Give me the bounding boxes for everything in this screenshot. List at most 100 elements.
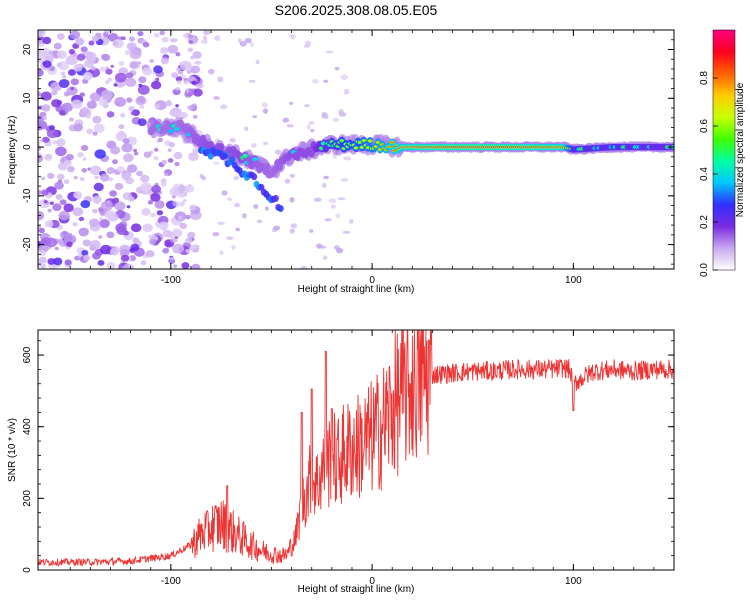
spectrogram-x-tick-label: -100 <box>161 275 181 286</box>
ridge-hotspot <box>242 153 249 158</box>
noise-speckle <box>59 110 66 116</box>
noise-speckle <box>94 175 100 180</box>
noise-speckle <box>190 65 201 74</box>
noise-speckle <box>73 191 83 199</box>
noise-speckle <box>161 36 169 43</box>
colorbar-tick-label: 0.8 <box>699 71 710 85</box>
noise-speckle <box>177 215 183 221</box>
noise-speckle <box>167 44 179 54</box>
noise-speckle <box>133 148 138 153</box>
noise-speckle <box>89 92 101 102</box>
noise-speckle <box>106 262 116 269</box>
ridge-peak <box>339 139 345 142</box>
noise-speckle <box>62 75 67 79</box>
noise-speckle <box>70 99 83 110</box>
noise-speckle <box>192 114 198 119</box>
noise-speckle <box>180 111 188 119</box>
secondary-track <box>272 194 279 202</box>
noise-speckle <box>342 230 351 235</box>
noise-speckle <box>122 192 132 201</box>
noise-speckle <box>175 76 183 82</box>
snr-x-tick-label: 0 <box>369 576 375 587</box>
noise-speckle <box>38 146 42 151</box>
noise-speckle <box>72 207 84 217</box>
noise-speckle <box>219 250 224 255</box>
noise-speckle <box>127 164 138 173</box>
ridge-peak <box>353 147 359 149</box>
noise-speckle <box>113 83 118 87</box>
noise-speckle <box>116 226 128 236</box>
noise-speckle <box>66 241 73 248</box>
noise-speckle <box>186 70 192 74</box>
noise-speckle <box>55 146 67 157</box>
noise-speckle <box>67 165 75 173</box>
noise-speckle <box>121 172 131 181</box>
noise-speckle <box>92 35 100 42</box>
noise-speckle <box>262 141 269 146</box>
noise-speckle <box>176 192 185 199</box>
noise-speckle <box>38 154 44 163</box>
noise-speckle <box>318 245 327 249</box>
noise-speckle <box>60 230 70 239</box>
noise-speckle <box>116 166 125 173</box>
noise-speckle <box>69 30 81 39</box>
secondary-track <box>277 205 284 213</box>
noise-speckle <box>89 218 100 228</box>
noise-speckle <box>221 190 228 196</box>
noise-speckle <box>348 218 354 224</box>
noise-speckle <box>156 210 164 216</box>
noise-speckle <box>56 173 65 181</box>
secondary-track <box>229 156 236 164</box>
noise-speckle <box>82 239 91 247</box>
noise-speckle <box>38 40 44 45</box>
noise-speckle <box>185 249 191 253</box>
noise-speckle <box>189 244 200 253</box>
spectrogram-y-tick-label: -20 <box>22 237 33 252</box>
noise-speckle <box>137 95 146 103</box>
noise-speckle <box>109 190 117 197</box>
noise-speckle <box>153 32 160 38</box>
noise-speckle <box>173 151 183 160</box>
noise-speckle <box>120 254 130 262</box>
noise-speckle <box>162 247 170 254</box>
noise-speckle <box>174 161 180 167</box>
noise-speckle <box>323 79 329 83</box>
noise-speckle <box>198 83 204 89</box>
noise-speckle <box>121 36 126 41</box>
noise-speckle <box>249 42 254 48</box>
spectrogram-y-tick-label: 0 <box>22 144 33 150</box>
noise-speckle <box>58 179 62 183</box>
ridge-band <box>248 161 255 170</box>
noise-speckle <box>226 236 234 240</box>
noise-speckle <box>38 210 45 221</box>
noise-speckle <box>191 80 197 85</box>
spectrogram-x-tick-label: 100 <box>565 275 582 286</box>
ridge-peak <box>390 141 395 144</box>
noise-speckle <box>212 232 220 237</box>
noise-speckle <box>61 102 73 112</box>
noise-speckle <box>183 80 189 85</box>
noise-speckle <box>214 35 221 41</box>
noise-speckle <box>125 72 134 79</box>
snr-y-tick-label: 600 <box>22 346 33 363</box>
noise-speckle <box>59 199 67 206</box>
noise-speckle <box>143 151 152 158</box>
noise-speckle <box>99 219 110 229</box>
noise-speckle <box>38 91 42 97</box>
noise-speckle <box>139 104 145 109</box>
noise-speckle <box>47 208 52 213</box>
noise-speckle <box>328 198 337 204</box>
noise-speckle <box>233 175 240 181</box>
noise-speckle <box>154 200 165 209</box>
noise-speckle <box>89 165 102 176</box>
noise-speckle <box>155 77 160 82</box>
noise-speckle <box>147 200 154 205</box>
noise-speckle <box>192 51 202 59</box>
noise-speckle <box>244 37 252 44</box>
ridge-peak <box>367 140 373 142</box>
noise-speckle <box>91 208 97 213</box>
noise-speckle <box>38 256 47 264</box>
noise-speckle <box>284 178 291 184</box>
noise-speckle <box>38 225 42 229</box>
